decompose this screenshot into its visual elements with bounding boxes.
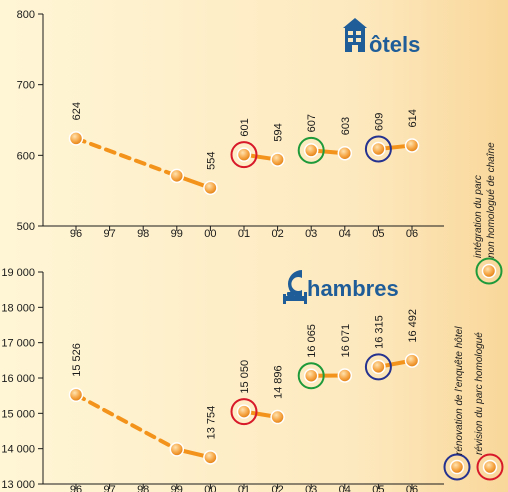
x-tick-label: 00 xyxy=(204,484,216,492)
data-point xyxy=(203,450,218,465)
x-tick-label: 98 xyxy=(137,228,149,240)
legend-ring xyxy=(476,453,504,481)
y-tick-label: 19 000 xyxy=(1,267,35,279)
legend-text: intégration du parc xyxy=(473,175,484,258)
x-tick-label: 01 xyxy=(238,228,250,240)
data-point xyxy=(303,368,319,383)
data-label: 609 xyxy=(373,113,385,131)
panel-title: ôtels xyxy=(369,32,420,57)
x-tick-label: 05 xyxy=(372,228,384,240)
y-tick-label: 13 000 xyxy=(1,479,35,491)
data-label: 554 xyxy=(205,151,217,169)
panel-title-hotels: ôtels xyxy=(343,18,420,57)
y-tick-label: 500 xyxy=(17,221,35,233)
x-tick-label: 04 xyxy=(339,228,351,240)
legend-text: rénovation de l’enquête hôtel xyxy=(454,326,465,455)
x-tick-label: 97 xyxy=(103,228,115,240)
x-tick-label: 96 xyxy=(70,484,82,492)
x-tick-label: 97 xyxy=(103,484,115,492)
highlight-ring xyxy=(297,362,325,390)
data-label: 16 065 xyxy=(306,324,318,358)
data-point xyxy=(371,141,386,157)
data-point xyxy=(203,180,218,196)
bed-icon xyxy=(283,270,307,304)
data-label: 607 xyxy=(306,114,318,132)
x-tick-label: 03 xyxy=(305,228,317,240)
highlight-ring xyxy=(230,398,258,426)
x-tick-label: 99 xyxy=(171,228,183,240)
data-label: 603 xyxy=(340,117,352,135)
data-point xyxy=(303,143,319,158)
data-point xyxy=(337,145,353,161)
data-label: 594 xyxy=(273,123,285,141)
data-point xyxy=(236,404,252,419)
legend-marker xyxy=(482,459,498,475)
legend-text: révision du parc homologué xyxy=(474,332,485,455)
data-label: 13 754 xyxy=(205,406,217,440)
data-point xyxy=(68,387,84,402)
y-tick-label: 600 xyxy=(17,150,35,162)
data-label: 16 492 xyxy=(407,309,419,343)
x-tick-label: 06 xyxy=(406,228,418,240)
panel-title-chambres: hambres xyxy=(283,270,399,304)
x-tick-label: 99 xyxy=(171,484,183,492)
dashed-series-segment xyxy=(74,136,179,178)
y-tick-label: 16 000 xyxy=(1,373,35,385)
data-point xyxy=(404,353,420,368)
data-point xyxy=(236,147,252,162)
highlight-ring xyxy=(364,135,392,163)
data-point xyxy=(270,152,285,167)
highlight-ring xyxy=(364,353,392,381)
x-tick-label: 05 xyxy=(372,484,384,492)
legend-marker xyxy=(481,263,497,279)
data-label: 16 071 xyxy=(340,324,352,358)
legend-item: rénovation de l’enquête hôtel xyxy=(443,326,471,481)
y-tick-label: 18 000 xyxy=(1,302,35,314)
data-point xyxy=(270,409,285,425)
y-tick-label: 800 xyxy=(17,9,35,21)
x-tick-label: 96 xyxy=(70,228,82,240)
x-tick-label: 06 xyxy=(406,484,418,492)
x-tick-label: 03 xyxy=(305,484,317,492)
data-point xyxy=(68,131,84,146)
data-point xyxy=(337,368,353,383)
legend-ring xyxy=(475,257,503,285)
data-label: 614 xyxy=(407,109,419,127)
legend-item: révision du parc homologué xyxy=(474,332,504,481)
legend-ring xyxy=(443,453,471,481)
data-label: 15 050 xyxy=(239,360,251,394)
data-label: 624 xyxy=(71,102,83,120)
legend-text: non homologué de chaîne xyxy=(486,142,497,258)
data-point xyxy=(169,442,185,457)
x-tick-label: 02 xyxy=(271,228,283,240)
data-label: 601 xyxy=(239,118,251,136)
y-tick-label: 700 xyxy=(17,80,35,92)
data-label: 14 896 xyxy=(273,365,285,399)
x-tick-label: 04 xyxy=(339,484,351,492)
x-tick-label: 00 xyxy=(204,228,216,240)
hotel-building-icon xyxy=(343,18,367,52)
x-tick-label: 02 xyxy=(271,484,283,492)
x-tick-label: 01 xyxy=(238,484,250,492)
data-point xyxy=(371,359,386,375)
data-label: 16 315 xyxy=(373,315,385,349)
highlight-ring xyxy=(230,141,258,169)
data-label: 15 526 xyxy=(71,343,83,377)
panel-title: hambres xyxy=(307,276,399,301)
y-tick-label: 17 000 xyxy=(1,338,35,350)
y-tick-label: 15 000 xyxy=(1,408,35,420)
legend-marker xyxy=(449,459,465,475)
data-point xyxy=(169,168,185,184)
y-tick-label: 14 000 xyxy=(1,444,35,456)
data-point xyxy=(404,138,420,153)
legend-item: intégration du parc non homologué de chaî… xyxy=(473,142,503,285)
dashed-series-segment xyxy=(74,392,179,452)
highlight-ring xyxy=(297,136,325,164)
x-tick-label: 98 xyxy=(137,484,149,492)
